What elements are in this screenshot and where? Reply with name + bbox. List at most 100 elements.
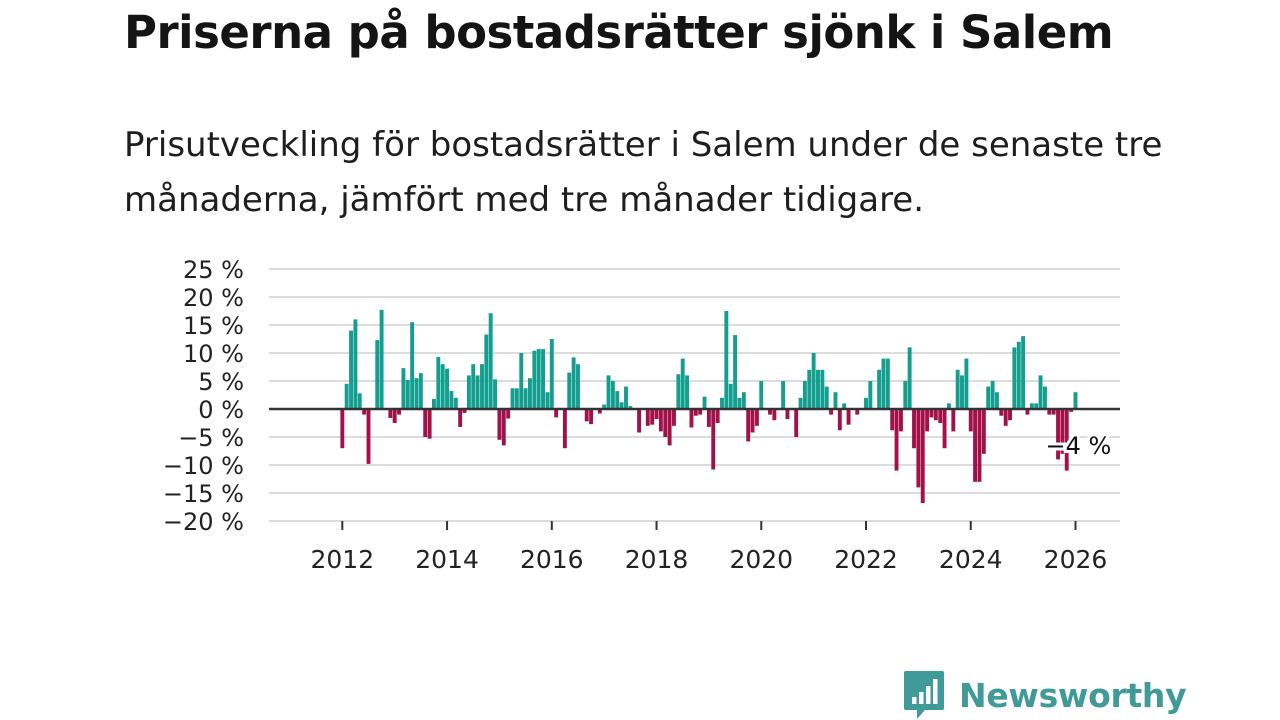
bar (1051, 409, 1056, 415)
bar (462, 409, 467, 413)
bar (353, 319, 358, 409)
bar (846, 409, 851, 425)
brand-name: Newsworthy (959, 675, 1187, 715)
bar (1060, 409, 1065, 454)
bar (545, 392, 550, 409)
bar (986, 386, 991, 409)
bar (1047, 409, 1052, 415)
bar (344, 383, 349, 409)
bar (458, 409, 463, 427)
bar (938, 409, 943, 423)
bar (1056, 409, 1060, 460)
bar (519, 353, 524, 409)
x-axis: 2012 2014 2016 2018 2020 2022 2024 2026 (311, 521, 1107, 574)
bar (349, 330, 354, 409)
bar (798, 397, 803, 409)
bar (907, 347, 912, 409)
y-tick-label: 10 % (183, 340, 244, 368)
chart-subtitle: Prisutveckling för bostadsrätter i Salem… (124, 125, 1163, 220)
bar (781, 381, 786, 409)
bar (933, 409, 938, 421)
bar (362, 409, 367, 415)
bar (837, 409, 842, 431)
bar (414, 378, 419, 409)
bar (1016, 341, 1021, 409)
bar (366, 409, 371, 464)
bar (388, 409, 393, 418)
bar (820, 369, 825, 409)
bar (471, 364, 476, 409)
bar (999, 409, 1004, 416)
bar (990, 381, 995, 409)
bar (811, 353, 816, 409)
bar (427, 409, 432, 439)
bar (746, 409, 751, 442)
bar (877, 369, 882, 409)
bar (436, 356, 441, 409)
bar (715, 409, 720, 423)
bar (741, 392, 746, 409)
bar (480, 364, 484, 409)
bar (951, 409, 956, 432)
bar (466, 375, 471, 409)
y-tick-label: 20 % (183, 284, 244, 312)
bar (981, 409, 986, 454)
bar (785, 409, 790, 420)
bar (493, 379, 498, 409)
bar (484, 334, 489, 409)
bar (868, 381, 873, 409)
bar (680, 358, 685, 409)
bar (340, 409, 345, 449)
bar (1038, 375, 1043, 409)
bar (597, 409, 602, 414)
bar (488, 313, 493, 409)
bars (340, 309, 1078, 504)
x-tick-label: 2020 (729, 545, 793, 574)
bar (702, 396, 707, 409)
bar (955, 369, 960, 409)
bar (706, 409, 711, 427)
y-tick-label: 15 % (183, 312, 244, 340)
bar (576, 364, 580, 409)
bar (802, 381, 807, 409)
x-tick-label: 2022 (834, 545, 898, 574)
bar (549, 339, 554, 409)
bar (440, 364, 445, 409)
bar (554, 409, 559, 418)
y-tick-label: 25 % (183, 256, 244, 284)
bar (733, 335, 738, 409)
bar (475, 375, 480, 409)
bar (392, 409, 397, 423)
bar (1021, 336, 1026, 409)
bar (912, 409, 916, 449)
page-title: Priserna på bostadsrätter sjönk i Salem (124, 6, 1114, 59)
bar (667, 409, 672, 446)
bar (654, 409, 659, 420)
bar (960, 375, 964, 409)
newsworthy-logo: Newsworthy (903, 670, 1187, 720)
bar (925, 409, 930, 432)
bar (672, 409, 676, 426)
bar (1003, 409, 1008, 426)
bar (584, 409, 589, 422)
bar (562, 409, 567, 449)
bar (453, 397, 458, 409)
x-tick-label: 2016 (520, 545, 584, 574)
bar (968, 409, 973, 432)
y-tick-label: −15 % (163, 480, 244, 508)
bar (528, 378, 532, 409)
bar (942, 409, 947, 449)
bar (842, 403, 847, 409)
bar (964, 358, 969, 409)
bar (728, 383, 733, 409)
bar (898, 409, 903, 432)
bar (693, 409, 698, 416)
bar (890, 409, 895, 431)
bar (501, 409, 506, 446)
bar (523, 388, 528, 409)
bar (624, 386, 628, 409)
y-tick-label: 5 % (198, 368, 244, 396)
y-tick-label: −20 % (163, 508, 244, 536)
y-tick-label: 0 % (198, 396, 244, 424)
bar (410, 322, 415, 409)
